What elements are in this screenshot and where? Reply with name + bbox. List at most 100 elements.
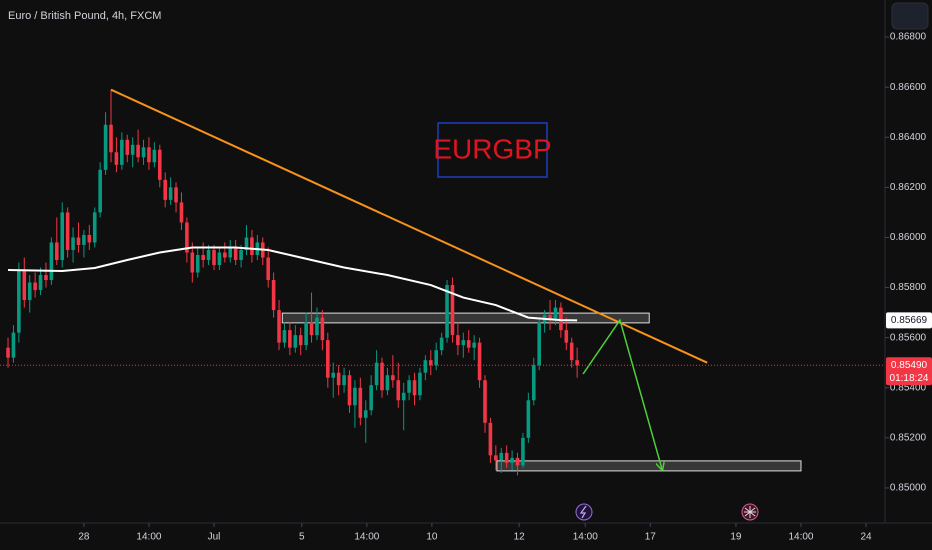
candle-body <box>559 307 563 331</box>
candle-body <box>190 252 195 273</box>
candle-body <box>369 385 373 411</box>
countdown: 01:18:24 <box>890 373 929 384</box>
candle-body <box>466 340 471 348</box>
price-tag-label: 0.85669 <box>891 315 928 326</box>
candle-body <box>98 169 102 213</box>
projection-arrow <box>582 318 662 470</box>
candle-body <box>147 147 151 163</box>
x-tick-label: 14:00 <box>788 532 813 543</box>
candle-body <box>136 144 140 158</box>
candle-body <box>347 375 352 406</box>
candle-body <box>206 249 211 260</box>
candle-body <box>239 249 243 260</box>
candle-body <box>326 340 330 378</box>
annotation-box <box>437 122 548 178</box>
x-tick-label: 19 <box>730 532 742 543</box>
candle-body <box>120 139 124 165</box>
candle-body <box>233 247 238 260</box>
candle-body <box>223 252 227 258</box>
candle-body <box>336 372 341 386</box>
candle-body <box>569 342 574 361</box>
candle-body <box>152 149 157 163</box>
candle-body <box>472 342 476 348</box>
x-tick-label: 10 <box>426 532 438 543</box>
moving-average <box>8 246 578 322</box>
candle-body <box>342 375 346 386</box>
y-tick-label: 0.85000 <box>890 483 927 494</box>
candle-body <box>510 457 514 463</box>
candle-body <box>374 362 379 386</box>
candle-body <box>55 242 59 260</box>
candle-body <box>17 270 21 333</box>
candle-body <box>537 322 541 366</box>
candle-body <box>304 322 308 346</box>
candle-body <box>60 212 65 260</box>
candle-body <box>141 147 146 158</box>
candle-body <box>363 410 368 418</box>
candle-body <box>217 252 222 266</box>
candle-body <box>22 270 27 301</box>
candle-body <box>130 144 135 155</box>
candle-body <box>288 330 292 348</box>
candle-body <box>49 242 54 281</box>
candle-body <box>461 340 466 346</box>
price-tag <box>886 312 932 329</box>
candle-body <box>65 212 70 250</box>
flag-icon-glyph <box>744 506 756 518</box>
candle-body <box>212 249 216 266</box>
candle-body <box>157 149 162 180</box>
candle-body <box>445 285 449 338</box>
candle-body <box>163 179 168 200</box>
candle-body <box>494 455 498 461</box>
candle-body <box>282 330 287 343</box>
candle-body <box>185 222 189 253</box>
candle-body <box>526 400 531 438</box>
candle-body <box>315 317 319 336</box>
candle-body <box>483 380 487 423</box>
candle-body <box>320 317 325 341</box>
candle-body <box>401 392 406 401</box>
candle-body <box>331 372 336 378</box>
plot-area <box>0 88 885 476</box>
y-tick-label: 0.85800 <box>890 282 927 293</box>
y-tick-label: 0.86200 <box>890 182 927 193</box>
x-tick-label: 14:00 <box>136 532 161 543</box>
candle-body <box>521 437 525 466</box>
y-tick-label: 0.86000 <box>890 232 927 243</box>
candle-body <box>277 310 281 343</box>
candle-body <box>385 375 390 391</box>
candle-body <box>412 380 417 396</box>
candle-body <box>450 285 455 336</box>
x-tick-label: 24 <box>860 532 872 543</box>
candle-body <box>548 315 552 321</box>
annotation-text: EURGBP <box>433 133 551 164</box>
candle-body <box>488 422 493 456</box>
candle-body <box>515 457 520 466</box>
x-tick-label: 14:00 <box>573 532 598 543</box>
candle-body <box>33 282 37 291</box>
candle-body <box>174 187 178 203</box>
candle-body <box>11 332 16 358</box>
candle-body <box>456 335 460 346</box>
candle-body <box>439 337 444 351</box>
candle-body <box>477 342 482 381</box>
candle-body <box>434 350 439 366</box>
candle-body <box>309 322 314 336</box>
event-icon[interactable] <box>575 503 593 521</box>
y-tick-label: 0.85400 <box>890 382 927 393</box>
candle-body <box>109 124 113 153</box>
y-tick-label: 0.85200 <box>890 432 927 443</box>
candle-body <box>87 234 92 243</box>
trendline <box>110 88 708 364</box>
candle-body <box>564 330 569 343</box>
candle-body <box>103 124 108 170</box>
x-tick-label: 17 <box>645 532 657 543</box>
candle-body <box>418 372 422 396</box>
price-tag <box>886 357 932 386</box>
candle-body <box>76 237 81 245</box>
y-tick-label: 0.85600 <box>890 332 927 343</box>
menu-button[interactable] <box>891 2 929 30</box>
zone <box>496 460 802 472</box>
x-tick-label: 28 <box>78 532 90 543</box>
